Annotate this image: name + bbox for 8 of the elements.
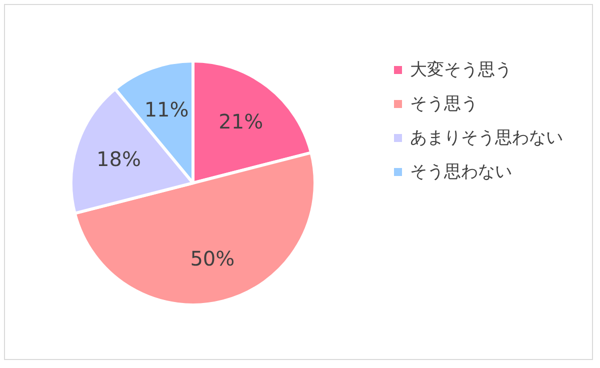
data-label: 50%: [190, 246, 235, 271]
legend-label: そう思わない: [410, 162, 512, 182]
legend-label: あまりそう思わない: [410, 128, 563, 148]
legend-label: そう思う: [410, 94, 478, 114]
data-label: 11%: [144, 98, 189, 122]
data-label: 21%: [218, 109, 264, 134]
data-label: 18%: [96, 146, 141, 171]
legend-label: 大変そう思う: [410, 60, 512, 80]
